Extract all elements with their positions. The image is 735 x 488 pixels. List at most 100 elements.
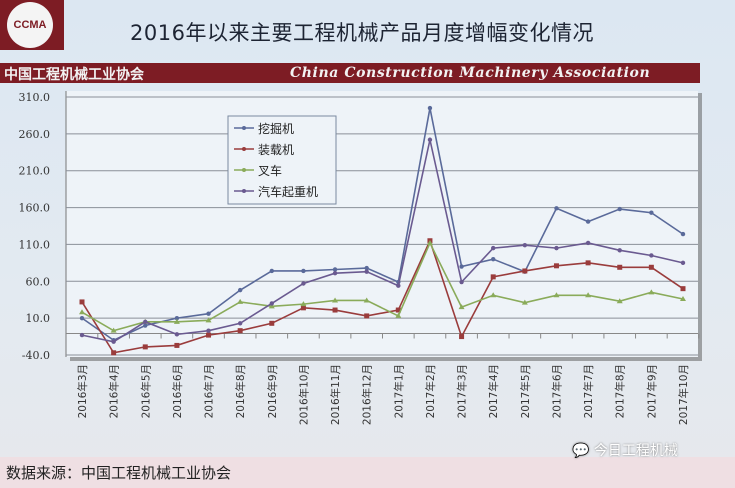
data-point xyxy=(585,260,591,266)
data-point xyxy=(301,281,306,286)
data-point xyxy=(522,268,528,274)
x-tick-label: 2016年3月 xyxy=(76,364,89,418)
data-point xyxy=(553,292,560,298)
y-tick-label: 60.0 xyxy=(26,275,51,288)
data-point xyxy=(79,299,85,305)
data-point xyxy=(205,317,212,323)
x-tick-label: 2016年10月 xyxy=(297,364,310,425)
data-point xyxy=(522,242,528,248)
data-point xyxy=(237,298,244,304)
data-point xyxy=(395,307,401,313)
ccma-logo: CCMA xyxy=(0,0,64,50)
x-tick-label: 2016年4月 xyxy=(108,364,121,418)
data-point xyxy=(490,274,496,280)
data-point xyxy=(680,260,686,266)
data-point xyxy=(269,320,275,326)
data-point xyxy=(332,297,339,303)
association-name-cn: 中国工程机械工业协会 xyxy=(4,67,144,83)
legend-marker xyxy=(242,189,246,193)
wechat-icon: 💬 xyxy=(572,443,594,459)
x-tick-label: 2016年5月 xyxy=(139,364,152,418)
data-point xyxy=(427,105,433,111)
plot-area xyxy=(66,91,698,357)
data-point xyxy=(79,309,85,315)
data-point xyxy=(490,292,497,298)
data-point xyxy=(301,268,306,274)
data-point xyxy=(111,350,117,356)
data-point xyxy=(585,240,591,246)
data-point xyxy=(491,256,496,262)
y-tick-label: 310.0 xyxy=(19,91,51,104)
data-point xyxy=(585,292,592,298)
x-tick-label: 2017年9月 xyxy=(645,364,658,418)
legend-label: 装载机 xyxy=(258,143,294,157)
data-point xyxy=(553,263,559,269)
page-title: 2016年以来主要工程机械产品月度增幅变化情况 xyxy=(130,21,594,45)
data-point xyxy=(364,313,370,319)
x-tick-label: 2017年3月 xyxy=(456,364,469,418)
data-point xyxy=(269,301,274,306)
legend xyxy=(227,115,337,205)
legend-label: 挖掘机 xyxy=(258,121,294,136)
legend-marker xyxy=(242,126,246,130)
data-point xyxy=(300,305,306,311)
data-point xyxy=(521,299,528,305)
association-name-en: China Construction Machinery Association xyxy=(290,65,651,81)
data-point xyxy=(237,328,243,334)
data-point xyxy=(363,297,370,303)
data-point xyxy=(332,307,338,313)
data-point xyxy=(617,206,622,212)
data-point xyxy=(617,248,622,253)
data-point xyxy=(648,264,654,270)
data-point xyxy=(680,286,686,292)
data-point xyxy=(680,295,686,301)
watermark: 💬 今日工程机械 xyxy=(572,440,678,460)
x-tick-label: 2017年10月 xyxy=(677,364,690,425)
x-tick-label: 2016年12月 xyxy=(361,364,374,425)
data-point xyxy=(269,268,274,274)
data-point xyxy=(332,267,338,272)
data-point xyxy=(364,265,369,271)
y-tick-label: 110.0 xyxy=(19,238,51,251)
logo-text: CCMA xyxy=(7,2,53,48)
data-point xyxy=(300,301,307,307)
series-line-挖掘机 xyxy=(81,107,684,342)
series-line-叉车 xyxy=(81,241,684,332)
x-tick-label: 2017年2月 xyxy=(424,364,437,418)
y-tick-label: 10.0 xyxy=(26,312,51,325)
footer: 数据来源：中国工程机械工业协会 xyxy=(0,457,735,488)
data-source: 数据来源：中国工程机械工业协会 xyxy=(6,464,232,482)
data-point xyxy=(268,303,275,309)
data-point xyxy=(110,327,117,333)
x-tick-label: 2017年8月 xyxy=(614,364,627,418)
x-tick-label: 2016年9月 xyxy=(266,364,279,418)
data-point xyxy=(173,318,180,324)
data-point xyxy=(616,298,623,304)
y-tick-label: 260.0 xyxy=(19,128,51,141)
data-point xyxy=(143,319,148,325)
data-point xyxy=(459,264,464,269)
x-tick-label: 2017年1月 xyxy=(392,364,405,418)
data-point xyxy=(174,332,180,337)
data-point xyxy=(459,334,465,340)
data-point xyxy=(174,315,180,321)
data-point xyxy=(680,231,686,237)
data-point xyxy=(111,339,116,344)
data-point xyxy=(648,289,655,295)
data-point xyxy=(364,269,369,274)
data-point xyxy=(79,332,85,338)
legend-marker xyxy=(242,147,246,151)
data-point xyxy=(426,239,433,245)
data-point xyxy=(237,321,243,326)
y-tick-label: -40.0 xyxy=(22,349,50,362)
x-tick-label: 2016年7月 xyxy=(203,364,216,418)
data-point xyxy=(649,253,654,258)
data-point xyxy=(554,206,559,211)
data-point xyxy=(237,287,243,293)
data-point xyxy=(332,270,338,276)
data-point xyxy=(206,332,212,338)
legend-label: 叉车 xyxy=(258,163,282,178)
data-point xyxy=(458,304,465,310)
series-line-汽车起重机 xyxy=(81,139,684,343)
